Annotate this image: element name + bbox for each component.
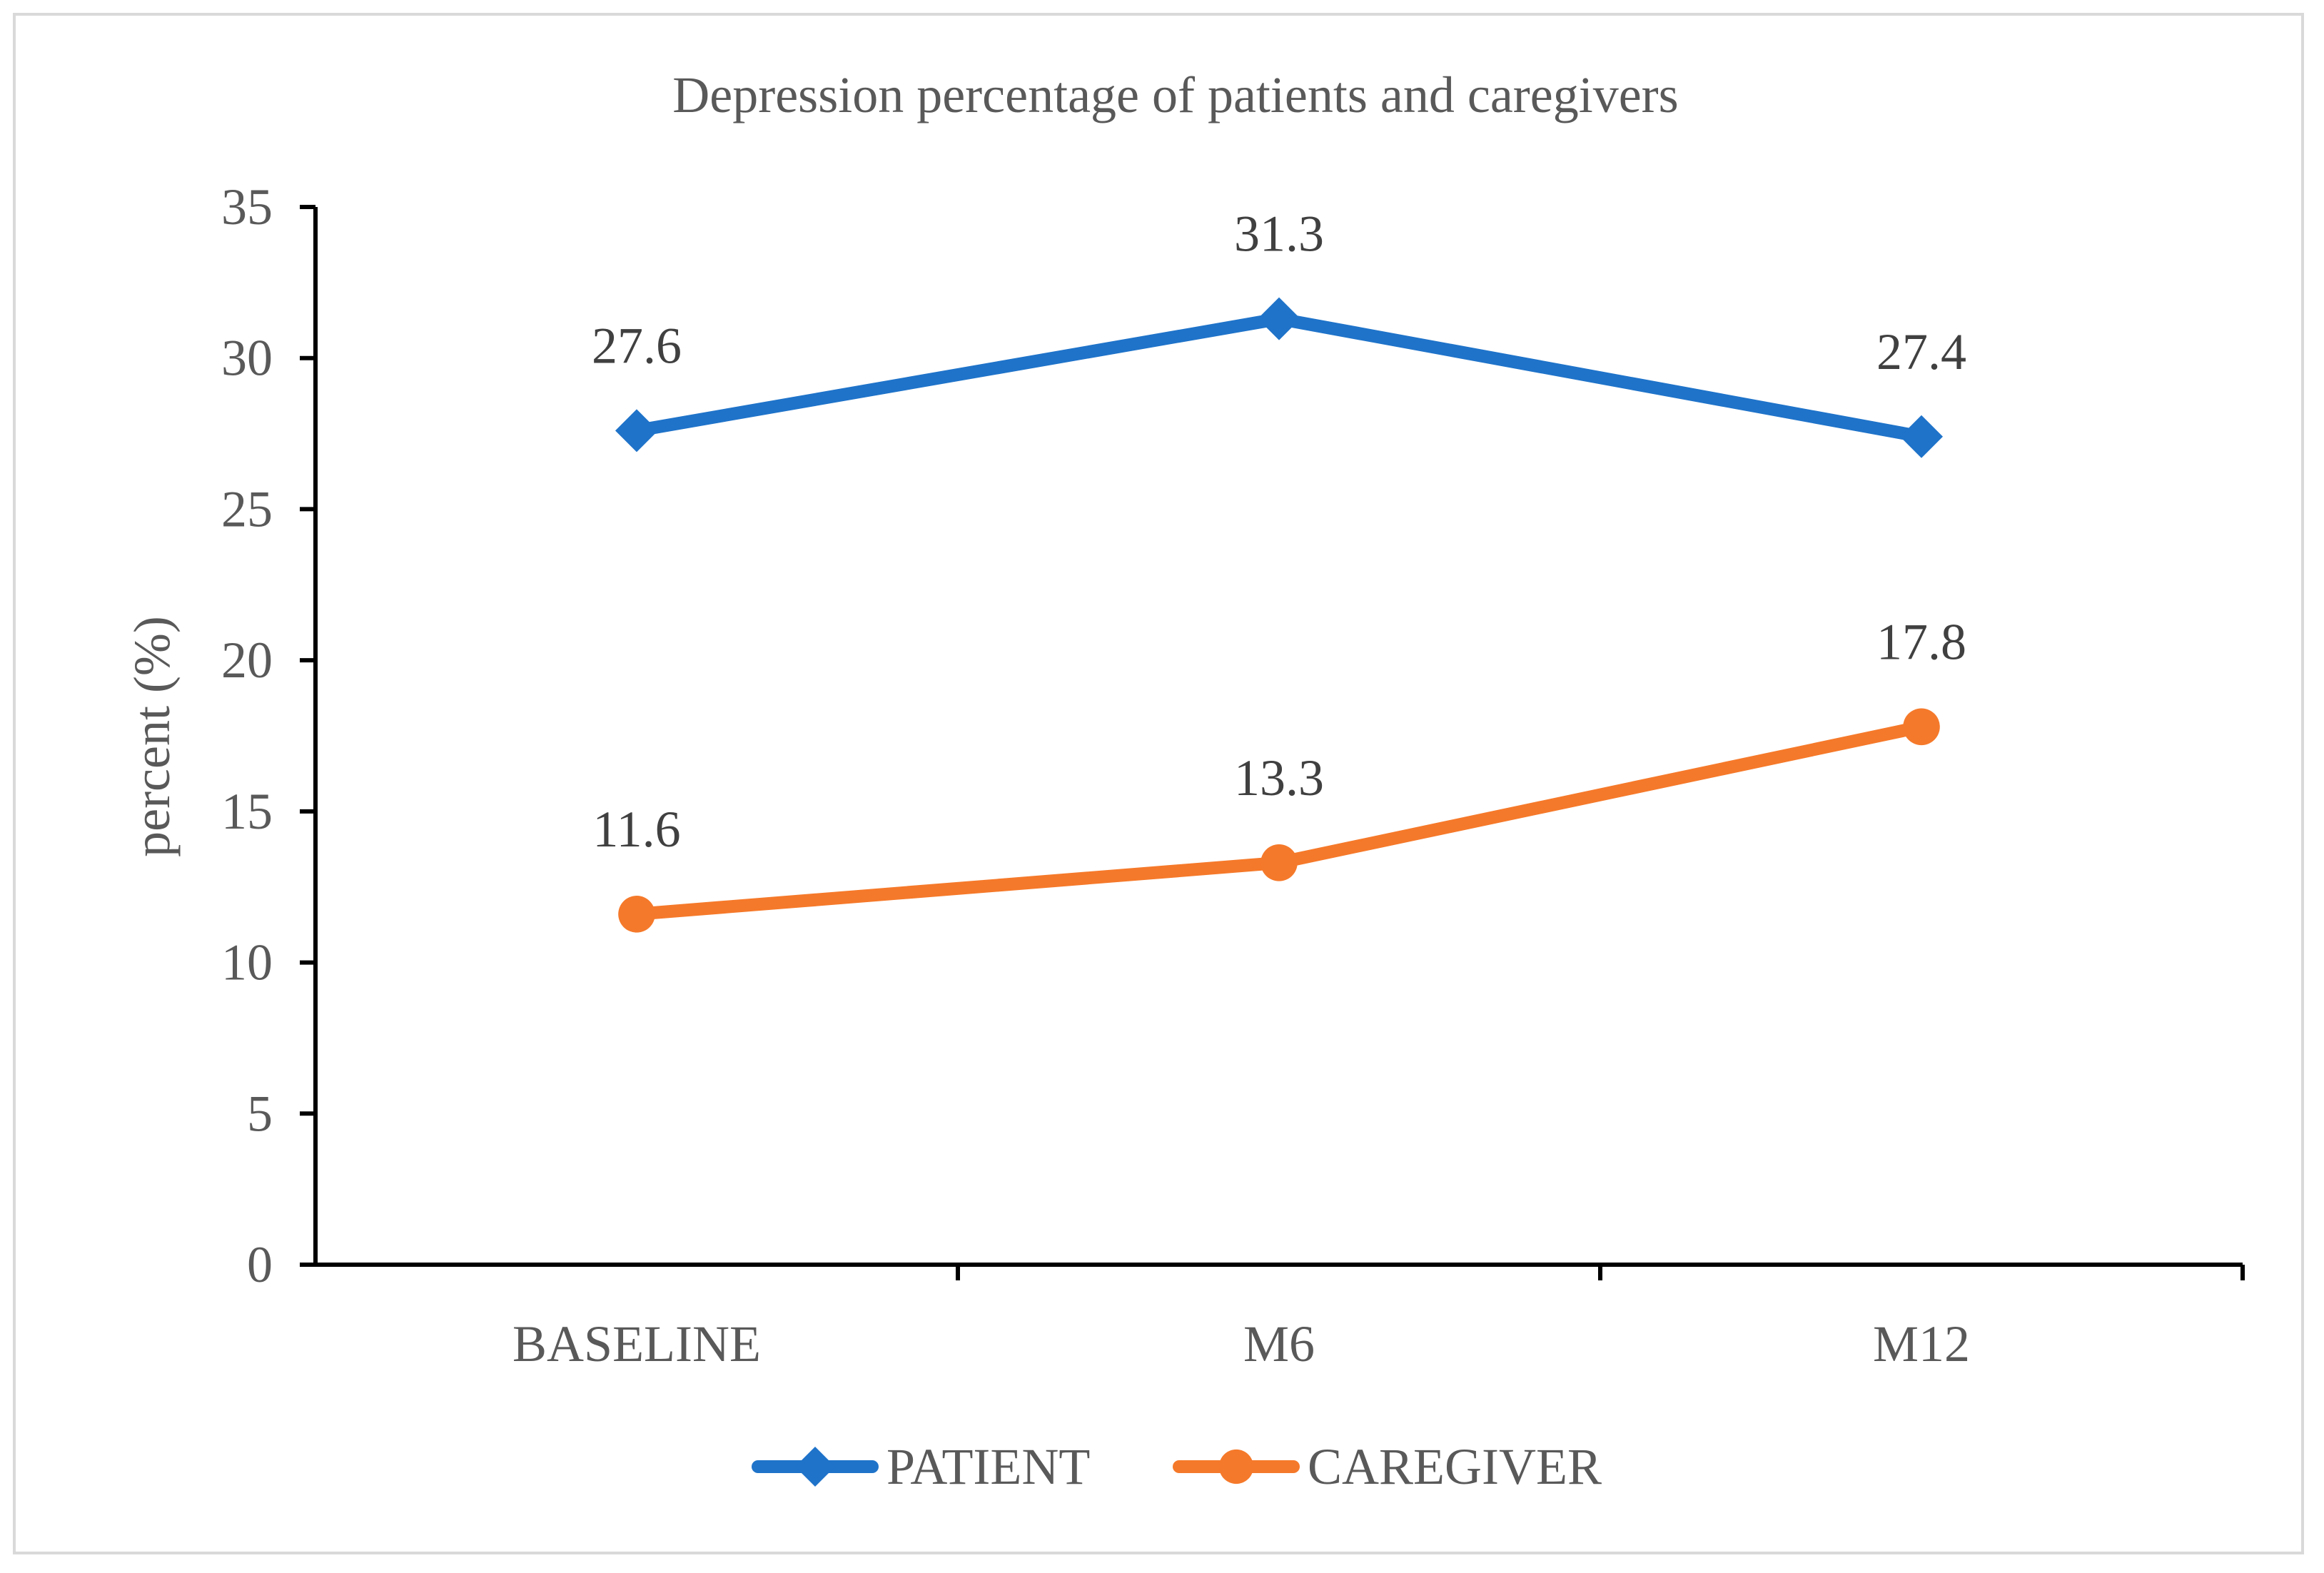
patient-data-point xyxy=(1900,415,1943,458)
patient-data-point xyxy=(1258,297,1300,340)
y-tick-labels: 0 5 10 15 20 25 30 35 xyxy=(221,178,273,1293)
legend-patient-marker xyxy=(795,1447,835,1487)
y-tick-label: 30 xyxy=(221,330,273,387)
x-tick-labels: BASELINE M6 M12 xyxy=(512,1315,1970,1372)
y-tick-label: 15 xyxy=(221,783,273,840)
caregiver-data-point xyxy=(1260,844,1298,881)
line-chart: Depression percentage of patients and ca… xyxy=(123,66,2245,1495)
legend: PATIENT CAREGIVER xyxy=(752,1438,1602,1495)
y-tick-label: 5 xyxy=(247,1085,273,1142)
y-tick-label: 20 xyxy=(221,632,273,689)
chart-frame: Depression percentage of patients and ca… xyxy=(13,13,2304,1554)
y-axis-label: percent (%) xyxy=(123,616,181,857)
y-tick-label: 25 xyxy=(221,480,273,537)
x-tick-label: M12 xyxy=(1873,1315,1970,1372)
caregiver-data-label: 13.3 xyxy=(1234,749,1324,806)
data-labels: 27.6 31.3 27.4 11.6 13.3 17.8 xyxy=(592,206,1966,858)
caregiver-data-label: 11.6 xyxy=(592,801,680,858)
legend-caregiver-label: CAREGIVER xyxy=(1308,1438,1602,1495)
patient-data-label: 27.6 xyxy=(592,317,682,374)
caregiver-data-point xyxy=(1903,708,1940,746)
y-tick-label: 10 xyxy=(221,934,273,991)
y-tick-label: 0 xyxy=(247,1236,273,1293)
axes xyxy=(300,205,2245,1280)
chart-title: Depression percentage of patients and ca… xyxy=(672,66,1678,123)
x-tick-label: M6 xyxy=(1243,1315,1315,1372)
patient-data-point xyxy=(615,409,658,452)
series-layer xyxy=(615,297,1943,933)
legend-patient-label: PATIENT xyxy=(886,1438,1090,1495)
patient-data-label: 27.4 xyxy=(1876,323,1966,380)
x-tick-label: BASELINE xyxy=(512,1315,761,1372)
patient-data-label: 31.3 xyxy=(1234,206,1324,263)
y-tick-label: 35 xyxy=(221,178,273,236)
caregiver-data-label: 17.8 xyxy=(1876,613,1966,670)
caregiver-data-point xyxy=(618,896,655,933)
legend-caregiver-marker xyxy=(1218,1449,1254,1485)
